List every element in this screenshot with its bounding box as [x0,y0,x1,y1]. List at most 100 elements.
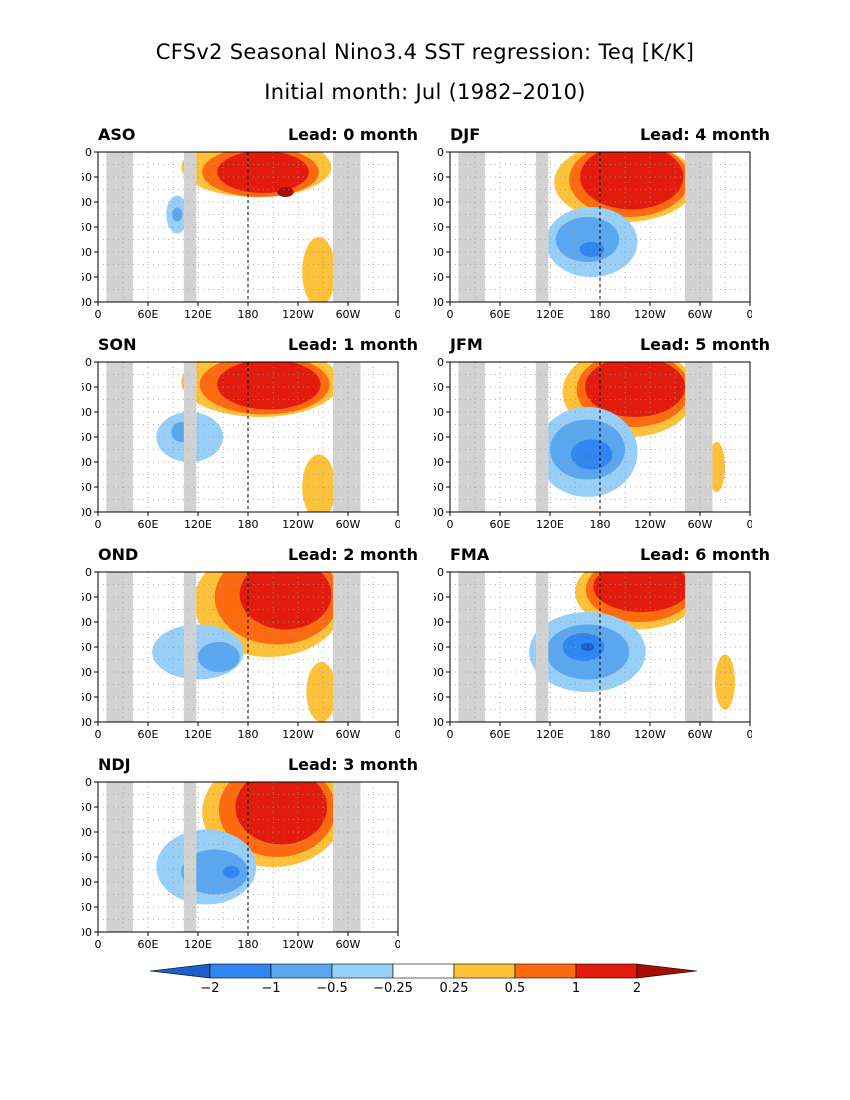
contour-region [239,572,332,630]
land-mask [183,152,197,302]
y-tick-label: 50 [82,591,92,604]
y-tick-label: 200 [82,876,92,889]
colorbar-cell [270,963,333,979]
y-tick-label: 100 [434,616,444,629]
panel-season-label: DJF [450,125,481,144]
contour-region [172,207,183,222]
colorbar-arrow-high [636,963,698,979]
y-tick-label: 200 [434,666,444,679]
panel-svg: 050100150200250300060E120E180120W60W0 [82,776,400,951]
x-tick-label: 120E [184,728,212,741]
panel-lead-label: Lead: 2 month [287,545,418,564]
x-tick-label: 60E [138,308,159,321]
colorbar-arrow-low [149,963,211,979]
y-tick-label: 0 [85,356,92,369]
contour-region [579,242,605,257]
land-mask [183,782,197,932]
y-tick-label: 300 [434,506,444,519]
x-tick-label: 0 [747,728,753,741]
panel-lead-label: Lead: 1 month [287,335,418,354]
x-tick-label: 0 [95,518,102,531]
colorbar-label: 0.25 [440,981,469,996]
colorbar-cell [392,963,455,979]
land-mask [333,362,361,512]
contour-region [217,362,321,410]
panel-svg: 050100150200250300060E120E180120W60W0 [434,566,753,741]
colorbar-label: 0.5 [505,981,526,996]
y-tick-label: 150 [434,641,444,654]
x-tick-label: 120W [634,308,666,321]
panel-ndj: NDJ Lead: 3 month 050100150200250300060E… [82,755,418,965]
x-tick-label: 120E [184,308,212,321]
y-tick-label: 100 [434,196,444,209]
y-tick-label: 100 [82,826,92,839]
y-tick-label: 0 [85,776,92,789]
x-tick-label: 120W [282,518,314,531]
plot-area [98,362,398,512]
y-tick-label: 0 [437,356,444,369]
y-tick-label: 200 [82,666,92,679]
figure-subtitle: Initial month: Jul (1982–2010) [264,80,586,104]
land-mask [685,152,713,302]
contour-region [570,439,613,470]
x-tick-label: 180 [238,308,259,321]
panel-season-label: OND [98,545,139,564]
colorbar-cell [209,963,272,979]
y-tick-label: 300 [82,506,92,519]
x-tick-label: 120E [184,518,212,531]
panel-svg: 050100150200250300060E120E180120W60W0 [82,566,401,741]
y-tick-label: 0 [85,146,92,159]
y-tick-label: 250 [82,901,92,914]
x-tick-label: 0 [447,518,454,531]
colorbar-label: −0.25 [373,981,413,996]
land-mask [535,362,549,512]
x-tick-label: 120E [536,308,564,321]
x-tick-label: 60W [336,518,361,531]
y-tick-label: 100 [82,406,92,419]
land-mask [183,572,197,722]
plot-area [450,572,750,722]
y-tick-label: 50 [82,171,92,184]
land-mask [685,362,713,512]
x-tick-label: 0 [395,518,401,531]
y-tick-label: 150 [82,851,92,864]
y-tick-label: 50 [434,591,444,604]
y-tick-label: 300 [434,716,444,729]
x-tick-label: 60E [490,308,511,321]
panel-lead-label: Lead: 6 month [639,545,770,564]
panel-svg: 050100150200250300060E120E180120W60W0 [82,146,400,321]
x-tick-label: 60E [138,518,159,531]
contour-region [593,572,690,612]
y-tick-label: 100 [82,616,92,629]
y-tick-label: 200 [434,246,444,259]
x-tick-label: 0 [447,728,454,741]
land-mask [333,572,361,722]
y-tick-label: 0 [85,566,92,579]
y-tick-label: 300 [82,716,92,729]
panel-lead-label: Lead: 0 month [287,125,418,144]
panel-season-label: JFM [450,335,483,354]
x-tick-label: 120W [634,518,666,531]
y-tick-label: 150 [82,221,92,234]
x-tick-label: 60W [336,728,361,741]
x-tick-label: 180 [590,518,611,531]
y-tick-label: 250 [82,481,92,494]
y-tick-label: 250 [434,691,444,704]
x-tick-label: 120W [282,728,314,741]
colorbar: −2 −1 −0.5 −0.25 0.25 0.5 1 2 [149,960,702,1004]
colorbar-cell [331,963,394,979]
contour-region [217,152,309,193]
contour-region [302,237,336,302]
x-tick-label: 60E [138,938,159,951]
panel-season-label: NDJ [98,755,131,774]
panel-season-label: SON [98,335,137,354]
x-tick-label: 0 [395,728,401,741]
x-tick-label: 120W [282,938,314,951]
contour-region [235,782,328,845]
y-tick-label: 150 [82,431,92,444]
colorbar-cell [575,963,638,979]
panel-svg: 050100150200250300060E120E180120W60W0 [82,356,401,531]
contour-region [580,152,684,210]
y-tick-label: 200 [82,456,92,469]
panel-son: SON Lead: 1 month 050100150200250300060E… [82,335,418,545]
